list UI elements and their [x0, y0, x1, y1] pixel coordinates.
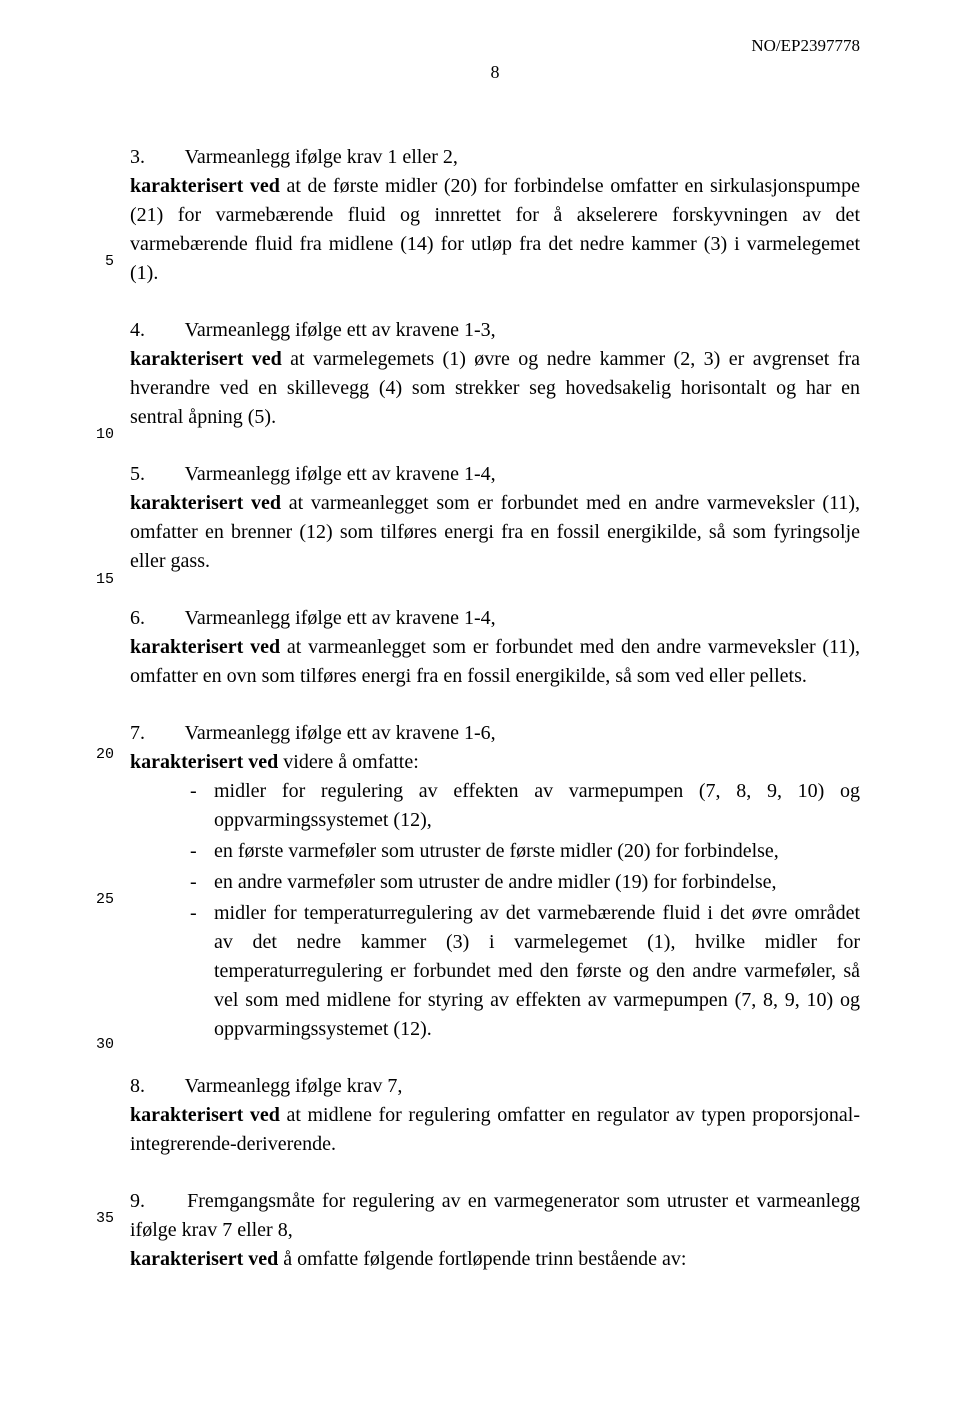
claim-tail: videre å omfatte:	[278, 751, 419, 773]
list-item: en første varmeføler som utruster de før…	[190, 837, 860, 866]
claim-lead: Varmeanlegg ifølge krav 1 eller 2,	[185, 146, 458, 168]
characterized-by: karakterisert ved	[130, 751, 278, 773]
list-item: en andre varmeføler som utruster de andr…	[190, 868, 860, 897]
claim-5: 5. Varmeanlegg ifølge ett av kravene 1-4…	[130, 460, 860, 576]
claim-7-list: midler for regulering av effekten av var…	[130, 777, 860, 1044]
document-page: NO/EP2397778 8 5 10 15 20 25 30 35 3. Va…	[0, 0, 960, 1404]
claim-8: 8. Varmeanlegg ifølge krav 7, karakteris…	[130, 1072, 860, 1159]
characterized-by: karakterisert ved	[130, 348, 282, 370]
line-number: 10	[82, 426, 114, 443]
line-number: 25	[82, 891, 114, 908]
claim-3: 3. Varmeanlegg ifølge krav 1 eller 2, ka…	[130, 143, 860, 288]
claim-number: 3.	[130, 143, 180, 172]
claim-number: 8.	[130, 1072, 180, 1101]
list-item: midler for temperaturregulering av det v…	[190, 899, 860, 1044]
line-number: 30	[82, 1036, 114, 1053]
list-item: midler for regulering av effekten av var…	[190, 777, 860, 835]
claim-lead: Varmeanlegg ifølge ett av kravene 1-3,	[185, 319, 496, 341]
document-id: NO/EP2397778	[751, 36, 860, 56]
characterized-by: karakterisert ved	[130, 492, 281, 514]
claim-number: 5.	[130, 460, 180, 489]
claim-number: 9.	[130, 1187, 180, 1216]
characterized-by: karakterisert ved	[130, 1248, 278, 1270]
claim-lead: Varmeanlegg ifølge ett av kravene 1-4,	[185, 607, 496, 629]
claim-lead: Varmeanlegg ifølge ett av kravene 1-4,	[185, 463, 496, 485]
line-number: 5	[82, 253, 114, 270]
claim-number: 4.	[130, 316, 180, 345]
claim-number: 7.	[130, 719, 180, 748]
content-area: 5 10 15 20 25 30 35 3. Varmeanlegg ifølg…	[130, 143, 860, 1274]
line-number: 35	[82, 1210, 114, 1227]
claim-number: 6.	[130, 604, 180, 633]
characterized-by: karakterisert ved	[130, 636, 280, 658]
claim-9: 9. Fremgangsmåte for regulering av en va…	[130, 1187, 860, 1274]
claim-lead: Varmeanlegg ifølge ett av kravene 1-6,	[185, 722, 496, 744]
claim-lead: Varmeanlegg ifølge krav 7,	[185, 1075, 403, 1097]
line-number: 20	[82, 746, 114, 763]
characterized-by: karakterisert ved	[130, 175, 280, 197]
characterized-by: karakterisert ved	[130, 1104, 280, 1126]
claim-6: 6. Varmeanlegg ifølge ett av kravene 1-4…	[130, 604, 860, 691]
claim-4: 4. Varmeanlegg ifølge ett av kravene 1-3…	[130, 316, 860, 432]
claim-body: å omfatte følgende fortløpende trinn bes…	[278, 1248, 686, 1270]
page-number: 8	[130, 62, 860, 83]
claim-lead: Fremgangsmåte for regulering av en varme…	[130, 1190, 860, 1241]
line-number: 15	[82, 571, 114, 588]
claim-7: 7. Varmeanlegg ifølge ett av kravene 1-6…	[130, 719, 860, 1044]
